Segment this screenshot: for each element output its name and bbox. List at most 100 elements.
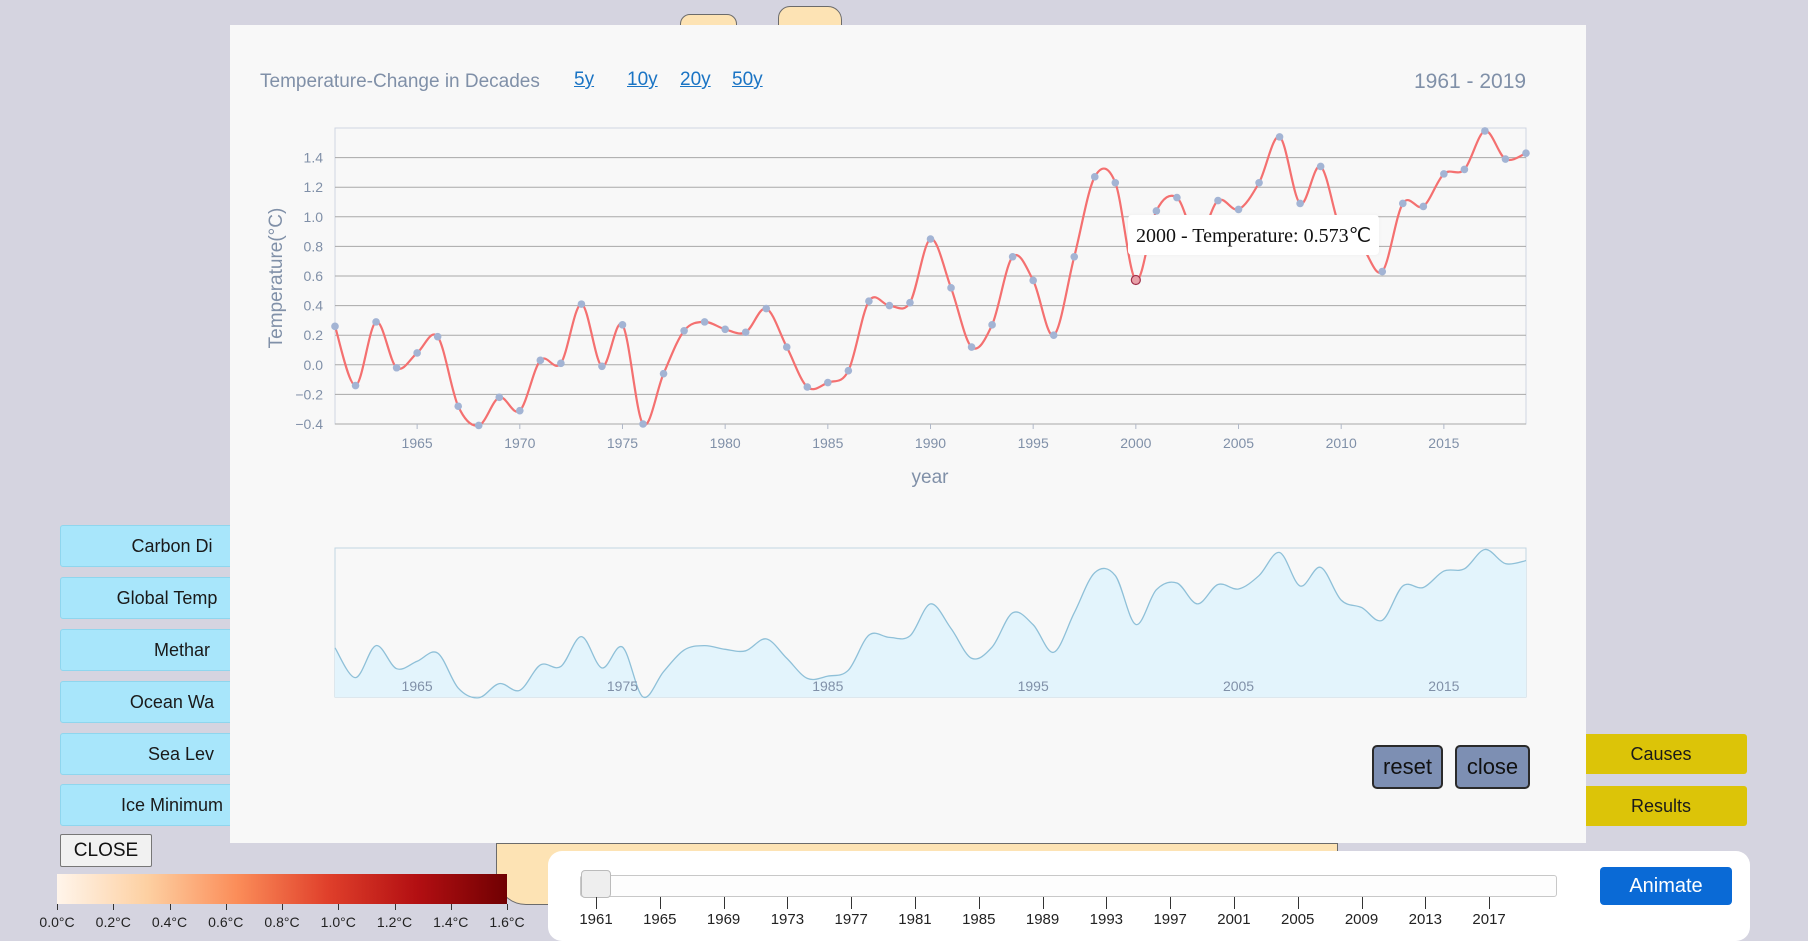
x-tick-label: 1985 <box>812 435 843 451</box>
legend-tick <box>169 904 171 910</box>
data-point <box>433 332 442 341</box>
range-link-50y[interactable]: 50y <box>732 69 763 90</box>
data-point <box>1296 199 1304 208</box>
year-slider-handle[interactable] <box>581 870 611 898</box>
data-point <box>1255 178 1263 187</box>
ice-minimum-button[interactable]: Ice Minimum <box>60 784 244 826</box>
year-range-label: 1961 - 2019 <box>1414 70 1527 93</box>
slider-year-label: 2001 <box>1217 911 1251 928</box>
x-axis-label: year <box>912 467 950 488</box>
slider-tick <box>1425 897 1427 909</box>
data-point <box>947 284 955 292</box>
slider-year-label: 1961 <box>579 911 613 928</box>
close-button[interactable]: CLOSE <box>60 834 152 867</box>
year-slider-panel: 1961 1965 1969 1973 1977 1981 1985 1989 1993 1997… <box>548 851 1750 941</box>
temperature-series-line <box>333 129 1527 427</box>
data-point <box>844 366 853 375</box>
data-point <box>1070 252 1079 261</box>
data-point <box>413 349 421 357</box>
legend-tick <box>225 904 227 910</box>
year-slider-track[interactable] <box>580 875 1557 897</box>
slider-tick <box>1489 897 1491 909</box>
legend-label: 1.0°C <box>320 914 356 930</box>
data-point <box>803 383 812 391</box>
slider-tick <box>1170 897 1172 909</box>
data-point <box>557 359 565 368</box>
x-tick-label: 2010 <box>1326 435 1357 451</box>
data-point <box>1049 331 1058 340</box>
data-point <box>1111 178 1120 187</box>
data-point <box>865 297 873 305</box>
data-point <box>577 300 586 308</box>
slider-year-label: 1981 <box>898 911 932 928</box>
x-tick-label: 1995 <box>1018 435 1049 451</box>
legend-gradient-bar <box>57 874 507 904</box>
x-tick-label: 2005 <box>1223 435 1254 451</box>
slider-tick <box>596 897 597 909</box>
slider-tick <box>787 897 789 909</box>
data-point <box>536 356 545 365</box>
slider-year-label: 2005 <box>1281 911 1315 928</box>
slider-year-label: 1977 <box>834 911 868 928</box>
reset-button[interactable]: reset <box>1372 745 1443 789</box>
ice-minimum-label: Ice Minimum <box>120 794 223 815</box>
global-temperature-label: Global Temp <box>116 587 218 608</box>
data-point <box>474 421 483 430</box>
data-point <box>1481 127 1489 135</box>
highlighted-data-point <box>1130 274 1141 286</box>
carbon-dioxide-button[interactable]: Carbon Di <box>60 525 244 567</box>
results-button[interactable]: Results <box>1575 786 1747 826</box>
methane-button[interactable]: Methar <box>60 629 244 671</box>
data-point <box>1090 173 1099 181</box>
y-tick-label: −0.2 <box>295 386 323 402</box>
data-point <box>659 369 668 378</box>
slider-year-label: 1993 <box>1089 911 1124 928</box>
temperature-chart-modal: Temperature-Change in Decades 5y 10y 20y… <box>230 25 1586 843</box>
data-point <box>1501 155 1510 163</box>
slider-tick <box>1361 897 1363 909</box>
slider-tick <box>851 897 853 909</box>
data-point <box>1152 207 1161 215</box>
brush-tick-label: 1985 <box>812 678 843 694</box>
range-link-20y[interactable]: 20y <box>680 69 711 90</box>
ocean-warming-button[interactable]: Ocean Wa <box>60 681 244 723</box>
causes-button[interactable]: Causes <box>1575 734 1747 774</box>
range-link-5y[interactable]: 5y <box>574 69 595 90</box>
slider-year-label: 1985 <box>962 911 996 928</box>
data-point <box>700 318 709 326</box>
data-point <box>639 420 647 428</box>
slider-year-label: 2009 <box>1344 911 1379 928</box>
data-point <box>926 235 935 243</box>
data-point <box>1029 276 1037 285</box>
range-link-10y[interactable]: 10y <box>627 69 658 90</box>
data-point <box>372 318 380 326</box>
data-point <box>782 343 791 351</box>
slider-tick <box>914 897 916 909</box>
data-tooltip: 2000 - Temperature: 0.573℃ <box>1128 215 1379 255</box>
x-tick-label: 1975 <box>607 435 638 451</box>
data-point <box>741 328 750 337</box>
brush-area <box>335 549 1526 698</box>
data-point <box>1440 170 1448 178</box>
legend-tick <box>113 904 115 910</box>
x-tick-label: 1980 <box>710 435 741 451</box>
modal-close-button[interactable]: close <box>1455 745 1530 789</box>
data-point <box>516 406 524 415</box>
brush-line <box>334 548 1527 699</box>
data-point <box>680 326 688 335</box>
data-point <box>454 402 463 411</box>
legend-tick <box>450 904 452 910</box>
sea-level-button[interactable]: Sea Lev <box>60 733 244 775</box>
temperature-line-chart[interactable]: −0.4 −0.2 0.0 0.2 0.4 0.6 0.8 1.0 1.2 1.4 1965 1970… <box>230 25 1586 745</box>
legend-tick <box>338 904 340 910</box>
data-point <box>331 322 339 331</box>
brush-tick-label: 2015 <box>1428 678 1459 694</box>
slider-year-label: 1997 <box>1153 911 1187 928</box>
global-temperature-button[interactable]: Global Temp <box>60 577 244 619</box>
animate-button[interactable]: Animate <box>1600 867 1732 905</box>
brush-tick-label: 2005 <box>1223 678 1254 694</box>
slider-year-label: 1989 <box>1025 911 1060 928</box>
sea-level-label: Sea Lev <box>147 743 215 764</box>
data-point <box>1008 252 1017 261</box>
y-tick-label: −0.4 <box>295 416 323 432</box>
